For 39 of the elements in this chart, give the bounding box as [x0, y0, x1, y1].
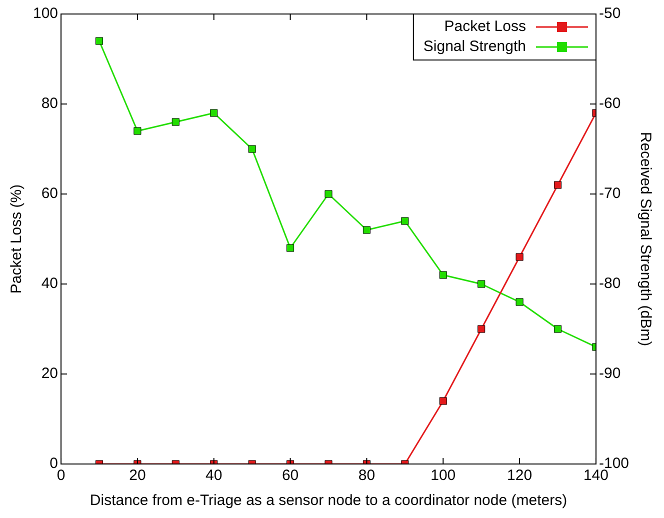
legend-label: Signal Strength: [423, 38, 526, 56]
point: [172, 118, 180, 126]
y2-tick-label: -90: [598, 365, 621, 382]
y-tick-label: 0: [50, 455, 58, 472]
point: [134, 127, 142, 135]
x-tick-label: 120: [507, 467, 532, 484]
y2-tick-label: -80: [598, 275, 621, 292]
x-axis-title: Distance from e-Triage as a sensor node to a coordinator node (meters): [90, 492, 568, 510]
point: [478, 280, 486, 288]
point: [286, 244, 294, 252]
x-tick-label: 80: [358, 467, 376, 484]
legend-label: Packet Loss: [444, 18, 526, 36]
y2-tick-label: -60: [598, 95, 621, 112]
y-tick-label: 80: [41, 95, 58, 112]
y2-tick-label: -70: [598, 185, 621, 202]
x-tick-label: 60: [282, 467, 299, 484]
point: [439, 271, 447, 279]
y2-tick-label: -50: [598, 5, 621, 22]
point: [478, 325, 486, 333]
x-tick-label: 40: [206, 467, 222, 484]
point: [516, 298, 524, 306]
point: [248, 145, 256, 153]
y-tick-label: 40: [41, 275, 58, 292]
point: [210, 109, 218, 117]
point: [554, 181, 562, 189]
y-tick-label: 100: [32, 5, 58, 22]
y2-axis-title: Received Signal Strength (dBm): [636, 132, 654, 346]
point: [324, 190, 332, 198]
point: [439, 397, 447, 405]
x-tick-label: 20: [129, 467, 146, 484]
point: [401, 217, 409, 225]
y-axis-title: Packet Loss (%): [8, 184, 26, 294]
point: [362, 226, 370, 234]
point: [95, 37, 104, 45]
point: [516, 253, 524, 261]
y-tick-label: 20: [41, 365, 58, 382]
y-tick-label: 60: [41, 185, 58, 202]
x-tick-label: 100: [430, 467, 456, 484]
point: [554, 325, 562, 333]
